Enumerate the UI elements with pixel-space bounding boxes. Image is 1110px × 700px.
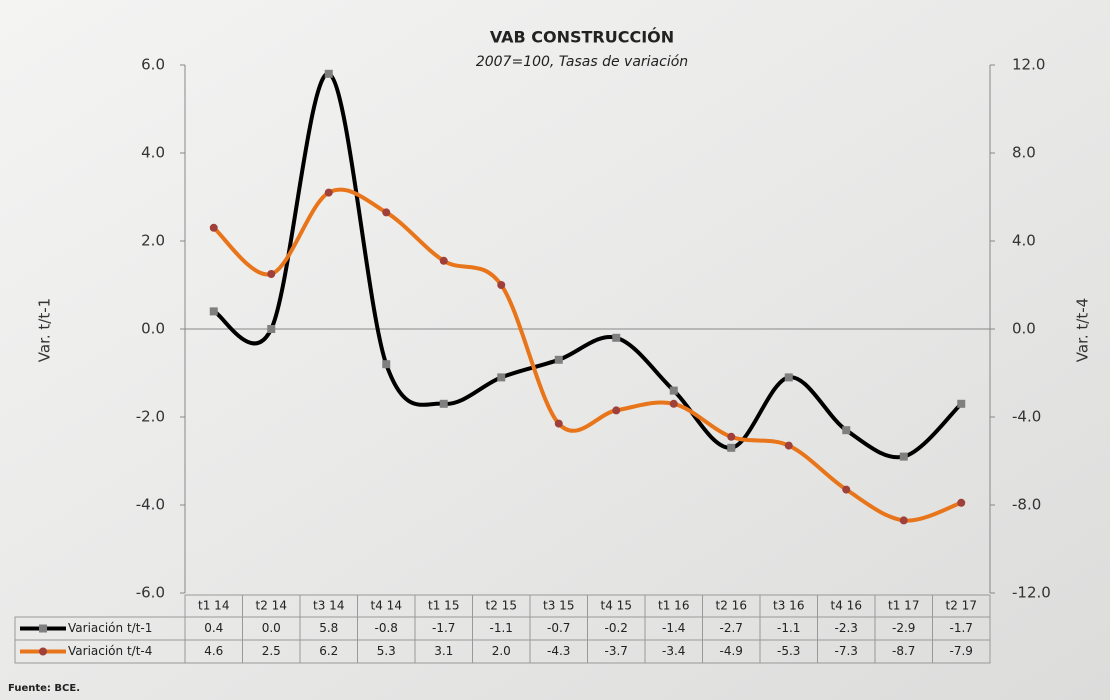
table-value: -5.3	[777, 644, 800, 658]
y2-tick-label: 12.0	[1012, 56, 1045, 74]
x-tick-label: t3 15	[543, 599, 574, 613]
table-value: -0.7	[547, 621, 570, 635]
x-tick-label: t1 15	[428, 599, 459, 613]
table-value: -1.4	[662, 621, 685, 635]
marker	[440, 400, 448, 408]
marker	[497, 281, 505, 289]
y-tick-label: 6.0	[141, 56, 165, 74]
marker	[785, 442, 793, 450]
marker	[785, 373, 793, 381]
x-tick-label: t2 16	[716, 599, 747, 613]
table-value: -7.9	[950, 644, 973, 658]
y-tick-label: 4.0	[141, 144, 165, 162]
legend-marker	[39, 625, 47, 633]
y2-axis-title: Var. t/t-4	[1074, 298, 1092, 362]
marker	[210, 307, 218, 315]
table-value: 6.2	[319, 644, 338, 658]
marker	[727, 433, 735, 441]
table-value: -2.3	[835, 621, 858, 635]
marker	[842, 426, 850, 434]
y-tick-label: -4.0	[136, 496, 165, 514]
y-tick-label: 2.0	[141, 232, 165, 250]
legend-marker	[39, 648, 47, 656]
table-value: 4.6	[204, 644, 223, 658]
marker	[612, 334, 620, 342]
table-value: -1.1	[490, 621, 513, 635]
chart: VAB CONSTRUCCIÓN 2007=100, Tasas de vari…	[0, 0, 1110, 700]
legend-label: Variación t/t-4	[68, 644, 152, 658]
marker	[842, 486, 850, 494]
legend-label: Variación t/t-1	[68, 621, 152, 635]
table-value: -1.1	[777, 621, 800, 635]
x-tick-label: t2 17	[946, 599, 977, 613]
x-tick-label: t4 15	[601, 599, 632, 613]
chart-subtitle: 2007=100, Tasas de variación	[476, 54, 688, 70]
source-note: Fuente: BCE.	[8, 683, 80, 694]
table-value: -1.7	[432, 621, 455, 635]
marker	[210, 224, 218, 232]
marker	[382, 360, 390, 368]
table-value: -8.7	[892, 644, 915, 658]
marker	[382, 208, 390, 216]
table-value: -4.3	[547, 644, 570, 658]
table-value: 3.1	[434, 644, 453, 658]
marker	[670, 400, 678, 408]
marker	[555, 356, 563, 364]
y2-tick-label: -8.0	[1012, 496, 1041, 514]
marker	[497, 373, 505, 381]
table-value: 5.3	[377, 644, 396, 658]
marker	[957, 400, 965, 408]
table-value: -4.9	[720, 644, 743, 658]
table-value: -0.2	[605, 621, 628, 635]
marker	[267, 325, 275, 333]
marker	[900, 453, 908, 461]
y-tick-label: 0.0	[141, 320, 165, 338]
marker	[325, 70, 333, 78]
y-tick-label: -2.0	[136, 408, 165, 426]
x-tick-label: t4 16	[831, 599, 862, 613]
table-value: 5.8	[319, 621, 338, 635]
x-tick-label: t1 17	[888, 599, 919, 613]
marker	[727, 444, 735, 452]
table-value: -3.7	[605, 644, 628, 658]
table-value: -2.9	[892, 621, 915, 635]
table-value: 2.5	[262, 644, 281, 658]
y2-tick-label: -4.0	[1012, 408, 1041, 426]
y-tick-label: -6.0	[136, 584, 165, 602]
table-value: 0.0	[262, 621, 281, 635]
marker	[670, 387, 678, 395]
marker	[957, 499, 965, 507]
marker	[555, 420, 563, 428]
x-tick-label: t3 14	[313, 599, 344, 613]
marker	[325, 189, 333, 197]
table-value: -7.3	[835, 644, 858, 658]
y-axis-title: Var. t/t-1	[36, 298, 54, 362]
y2-tick-label: -12.0	[1012, 584, 1051, 602]
y2-tick-label: 4.0	[1012, 232, 1036, 250]
table-value: -2.7	[720, 621, 743, 635]
x-tick-label: t1 16	[658, 599, 689, 613]
x-tick-label: t2 15	[486, 599, 517, 613]
table-value: -0.8	[375, 621, 398, 635]
y2-tick-label: 0.0	[1012, 320, 1036, 338]
x-tick-label: t1 14	[198, 599, 229, 613]
marker	[267, 270, 275, 278]
table-value: -3.4	[662, 644, 685, 658]
y2-tick-label: 8.0	[1012, 144, 1036, 162]
table-value: 2.0	[492, 644, 511, 658]
marker	[440, 257, 448, 265]
chart-title: VAB CONSTRUCCIÓN	[490, 28, 674, 47]
x-tick-label: t4 14	[371, 599, 402, 613]
table-value: 0.4	[204, 621, 223, 635]
table-value: -1.7	[950, 621, 973, 635]
marker	[612, 406, 620, 414]
marker	[900, 516, 908, 524]
x-tick-label: t3 16	[773, 599, 804, 613]
x-tick-label: t2 14	[256, 599, 287, 613]
